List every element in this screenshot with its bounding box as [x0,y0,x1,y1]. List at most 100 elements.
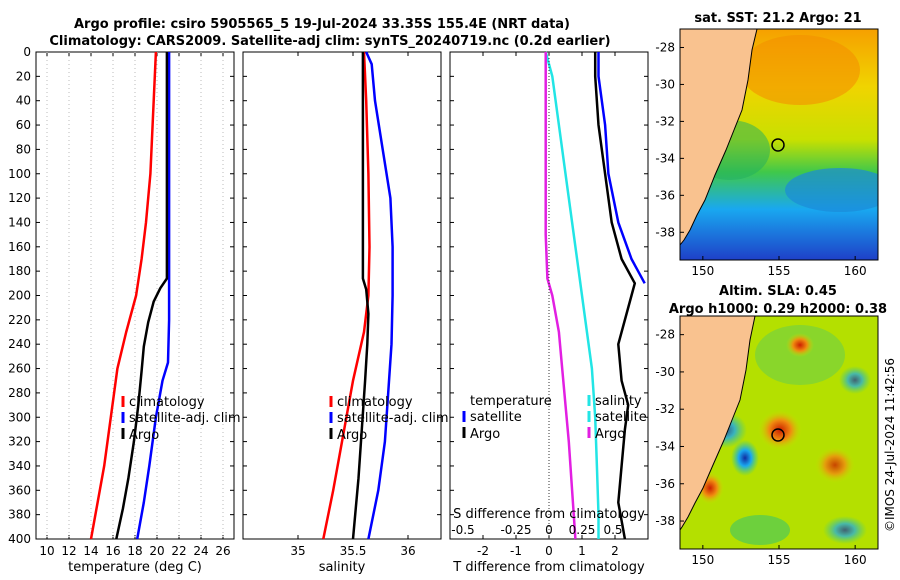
series-line-temperature-argo [593,52,637,540]
legend-s-satellite: satellite [595,410,647,425]
y-tick-label: 260 [8,362,31,376]
map-x-tick-label: 160 [844,264,867,278]
map-x-tick-label: 150 [691,553,714,567]
x-tick-label: 2 [611,544,619,558]
y-tick-label: 60 [16,118,31,132]
map-y-tick-label: -30 [655,77,675,91]
y-tick-label: 380 [8,508,31,522]
map-y-tick-label: -32 [655,114,675,128]
map-y-tick-label: -28 [655,40,675,54]
x-tick-label: 1 [578,544,586,558]
sla-map [680,316,878,549]
difference-legend: temperature satellite Argo salinity sate… [462,394,647,442]
map-axes: 150 155 160 -28 -30 -32 -34 -36 -38 150 155 160 -28 -… [655,40,866,567]
salinity-legend: climatology satellite-adj. clim Argo [329,395,449,443]
secondary-xlabel: S difference from climatology [453,507,645,522]
y-tick-label: 20 [16,69,31,83]
series-line-salinity-satellite [544,51,600,539]
y-tick-label: 80 [16,142,31,156]
y-tick-label: 200 [8,289,31,303]
x-tick-label: 10 [39,544,54,558]
x-tick-label: 12 [61,544,76,558]
x-tick-label: 16 [105,544,120,558]
map-x-tick-label: 155 [768,553,791,567]
x-tick-label: 36 [400,544,415,558]
y-tick-label: 220 [8,313,31,327]
secondary-x-tick-label: 0.5 [603,523,622,537]
y-tick-label: 120 [8,191,31,205]
x-tick-label: 18 [127,544,142,558]
legend-t-satellite: satellite [470,410,522,425]
legend-salinity: salinity [595,394,642,409]
sst-map-title: sat. SST: 21.2 Argo: 21 [694,11,861,26]
legend-satellite: satellite-adj. clim [129,411,241,426]
legend-argo: Argo [337,428,367,443]
x-tick-label: 0 [545,544,553,558]
map-y-tick-label: -38 [655,225,675,239]
sla-map-title1: Altim. SLA: 0.45 [719,284,837,299]
map-x-tick-label: 150 [691,264,714,278]
secondary-x-tick-label: -0.5 [451,523,474,537]
y-tick-label: 40 [16,94,31,108]
argo-location-marker-sla [771,428,785,442]
y-tick-label: 160 [8,240,31,254]
legend-argo: Argo [129,428,159,443]
profile-lines [89,51,646,540]
x-tick-label: 24 [193,544,208,558]
x-tick-labels: 10 12 14 16 18 20 22 24 26 35 35.5 36 -2 -1 0 1 2 [39,52,619,558]
secondary-x-tick-label: 0.25 [569,523,596,537]
argo-location-marker [771,138,785,152]
map-y-tick-label: -34 [655,439,675,453]
legend-climatology: climatology [337,395,413,410]
map-x-tick-label: 160 [844,553,867,567]
y-tick-label: 300 [8,410,31,424]
x-tick-label: 26 [215,544,230,558]
y-tick-label: 280 [8,386,31,400]
x-tick-label: 35 [290,544,305,558]
y-tick-label: 320 [8,435,31,449]
series-line-temperature-satellite [597,52,646,284]
x-tick-label: 20 [149,544,164,558]
temperature-xlabel: temperature (deg C) [68,560,202,575]
sst-map [680,29,878,260]
y-tick-label: 0 [23,45,31,59]
x-tick-label: 22 [171,544,186,558]
sla-map-title2: Argo h1000: 0.29 h2000: 0.38 [669,302,887,317]
map-y-tick-label: -30 [655,365,675,379]
series-line-climatology [322,51,371,540]
map-y-tick-label: -36 [655,477,675,491]
legend-satellite: satellite-adj. clim [337,411,449,426]
y-tick-label: 360 [8,483,31,497]
y-tick-label: 340 [8,459,31,473]
depth-axis: 0 20 40 60 80 100 120 140 160 180 200 220 240 260 280 3… [8,45,648,546]
series-line-argo [351,52,370,540]
title-line2: Climatology: CARS2009. Satellite-adj cli… [49,34,610,49]
y-tick-label: 400 [8,532,31,546]
series-line-satellite-adj-clim [135,52,171,540]
y-tick-label: 140 [8,215,31,229]
legend-temperature: temperature [470,394,552,409]
secondary-x-tick-label: -0.25 [500,523,531,537]
x-tick-label: 14 [83,544,98,558]
series-line-climatology [89,51,158,540]
timestamp-watermark: ©IMOS 24-Jul-2024 11:42:56 [883,358,897,532]
map-y-tick-label: -36 [655,188,675,202]
salinity-xlabel: salinity [319,560,366,575]
secondary-x-ticks: -0.5 -0.25 0 0.25 0.5 [451,523,622,537]
map-y-tick-label: -28 [655,328,675,342]
x-tick-label: -2 [477,544,489,558]
salinity-axes [242,51,442,540]
temperature-legend: climatology satellite-adj. clim Argo [121,395,241,443]
legend-climatology: climatology [129,395,205,410]
legend-s-argo: Argo [595,427,625,442]
legend-t-argo: Argo [470,427,500,442]
series-line-satellite-adj-clim [365,51,394,540]
difference-xlabel: T difference from climatology [452,560,645,575]
map-y-tick-label: -32 [655,402,675,416]
y-tick-label: 180 [8,264,31,278]
y-tick-label: 240 [8,337,31,351]
x-tick-label: -1 [510,544,522,558]
title-line1: Argo profile: csiro 5905565_5 19-Jul-202… [74,17,570,32]
x-tick-label: 35.5 [340,544,367,558]
